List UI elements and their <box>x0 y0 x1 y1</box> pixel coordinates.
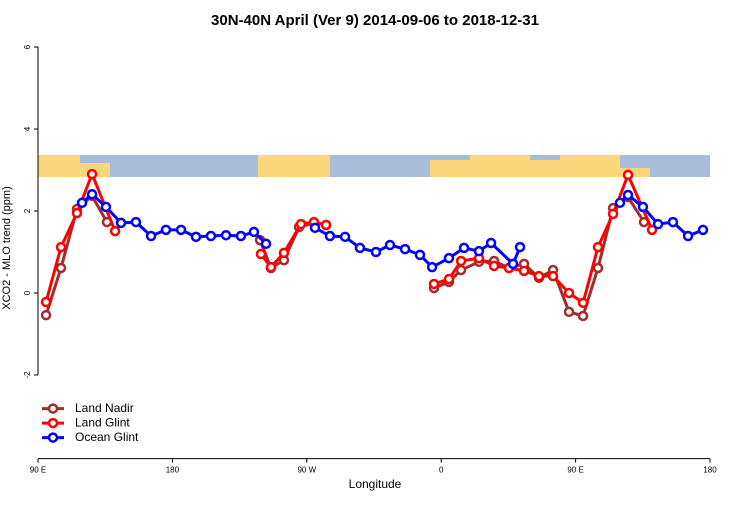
point <box>255 248 267 260</box>
point <box>130 216 142 228</box>
point <box>485 237 497 249</box>
point <box>295 218 307 230</box>
legend-label: Land Glint <box>75 415 130 429</box>
point <box>55 262 67 274</box>
point <box>40 309 52 321</box>
y-axis-label: XCO2 - MLO trend (ppm) <box>1 186 13 309</box>
point <box>518 265 530 277</box>
series <box>40 168 658 309</box>
point <box>607 208 619 220</box>
point <box>667 216 679 228</box>
point <box>614 197 626 209</box>
point <box>205 230 217 242</box>
point <box>455 255 467 267</box>
point <box>339 231 351 243</box>
point <box>428 278 440 290</box>
x-tick-label: 180 <box>703 466 717 475</box>
point <box>622 169 634 181</box>
point <box>488 260 500 272</box>
point <box>145 230 157 242</box>
point <box>426 261 438 273</box>
point <box>547 270 559 282</box>
point <box>260 238 272 250</box>
land <box>430 160 560 177</box>
point <box>55 241 67 253</box>
point <box>248 226 260 238</box>
point <box>622 189 634 201</box>
point <box>265 261 277 273</box>
map-band <box>38 155 710 177</box>
x-axis-label: Longitude <box>349 477 402 491</box>
point <box>592 241 604 253</box>
point <box>160 224 172 236</box>
point <box>320 219 332 231</box>
point <box>682 230 694 242</box>
land <box>38 155 80 177</box>
point <box>235 230 247 242</box>
point <box>190 231 202 243</box>
point <box>563 306 575 318</box>
x-tick-label: 90 E <box>567 466 583 475</box>
point <box>652 218 664 230</box>
point <box>458 242 470 254</box>
x-tick-label: 180 <box>166 466 180 475</box>
point <box>109 225 121 237</box>
point <box>324 230 336 242</box>
x-tick-label: 0 <box>439 466 444 475</box>
series <box>40 190 650 322</box>
point <box>577 310 589 322</box>
land <box>560 155 620 177</box>
point <box>278 247 290 259</box>
x-tick-label: 90 W <box>297 466 316 475</box>
point <box>384 239 396 251</box>
point <box>563 287 575 299</box>
y-tick-label: 0 <box>23 290 32 295</box>
point <box>76 197 88 209</box>
series-line <box>44 193 646 318</box>
point <box>86 168 98 180</box>
point <box>175 224 187 236</box>
point <box>637 201 649 213</box>
point <box>71 207 83 219</box>
point <box>309 222 321 234</box>
point <box>40 296 52 308</box>
x-tick-label: 90 E <box>30 466 46 475</box>
point <box>443 252 455 264</box>
land <box>470 155 530 161</box>
point <box>473 245 485 257</box>
legend-label: Land Nadir <box>75 401 134 415</box>
point <box>354 242 366 254</box>
point <box>220 229 232 241</box>
legend-marker <box>47 432 59 443</box>
point <box>577 297 589 309</box>
point <box>115 217 127 229</box>
y-tick-label: 4 <box>23 126 32 131</box>
land <box>620 168 650 177</box>
chart-title: 30N-40N April (Ver 9) 2014-09-06 to 2018… <box>211 12 539 29</box>
point <box>646 224 658 236</box>
y-tick-label: -2 <box>23 371 32 379</box>
series <box>76 188 709 273</box>
legend-marker <box>47 403 59 414</box>
point <box>100 201 112 213</box>
y-tick-label: 2 <box>23 208 32 213</box>
point <box>86 188 98 200</box>
point <box>370 246 382 258</box>
y-tick-label: 6 <box>23 44 32 49</box>
legend-label: Ocean Glint <box>75 430 139 444</box>
point <box>592 262 604 274</box>
point <box>443 273 455 285</box>
land <box>258 155 330 177</box>
point <box>414 249 426 261</box>
point <box>533 270 545 282</box>
legend-marker <box>47 417 59 429</box>
point <box>514 241 526 253</box>
point <box>399 243 411 255</box>
point <box>507 258 519 270</box>
point <box>697 224 709 236</box>
